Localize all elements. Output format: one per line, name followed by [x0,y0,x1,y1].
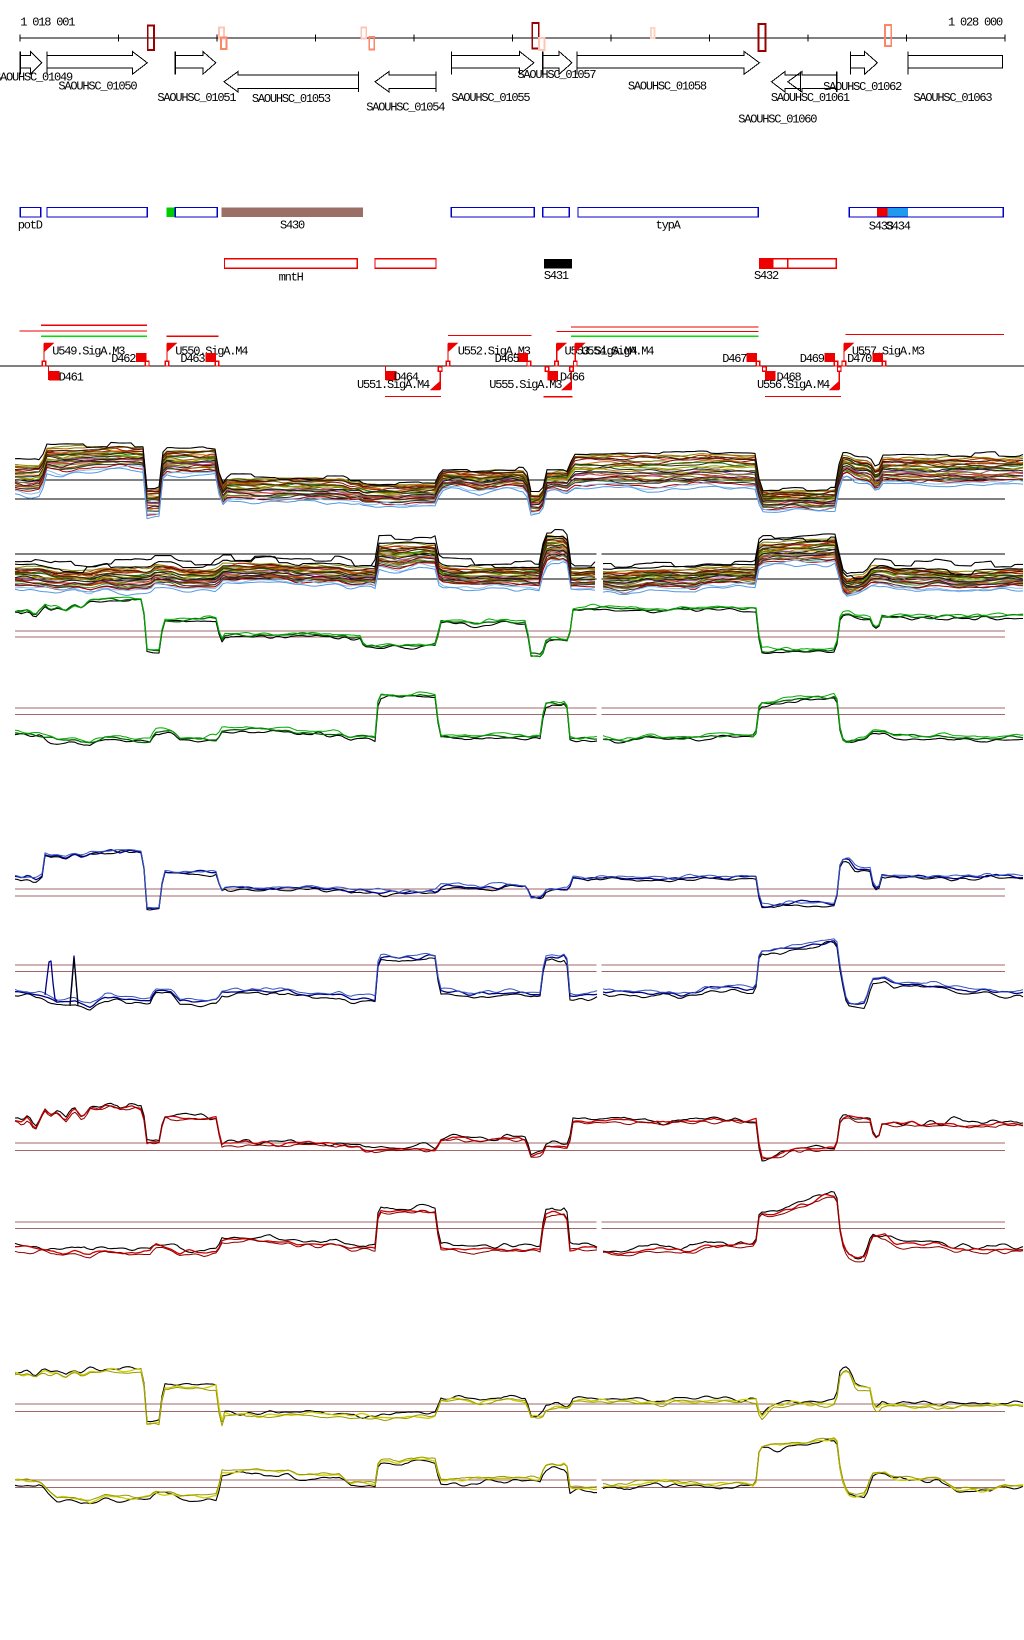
svg-text:potD: potD [18,219,43,233]
svg-text:mntH: mntH [279,271,304,285]
svg-text:typA: typA [656,219,682,233]
svg-text:U549.SigA.M3: U549.SigA.M3 [52,344,125,358]
svg-text:D465: D465 [495,352,520,366]
svg-text:D464: D464 [394,370,419,384]
svg-text:S434: S434 [886,220,911,234]
svg-text:SAOUHSC_01063: SAOUHSC_01063 [913,91,992,105]
svg-text:U556.SigA.M4: U556.SigA.M4 [757,378,830,392]
svg-text:SAOUHSC_01060: SAOUHSC_01060 [738,112,817,126]
svg-text:SAOUHSC_01062: SAOUHSC_01062 [823,80,902,94]
svg-text:U552.SigA.M3: U552.SigA.M3 [458,344,531,358]
svg-text:D470: D470 [847,352,872,366]
svg-text:S430: S430 [280,219,305,233]
svg-text:SAOUHSC_01058: SAOUHSC_01058 [628,80,707,94]
svg-text:S433: S433 [869,220,894,234]
svg-text:D466: D466 [560,370,585,384]
svg-text:U554.SigA.M4: U554.SigA.M4 [581,344,654,358]
svg-text:U553.SigA.M4: U553.SigA.M4 [565,344,638,358]
svg-text:D462: D462 [111,352,136,366]
svg-text:SAOUHSC_01049: SAOUHSC_01049 [0,71,73,85]
svg-text:U550.SigA.M4: U550.SigA.M4 [175,344,248,358]
svg-text:SAOUHSC_01055: SAOUHSC_01055 [451,91,530,105]
svg-text:D467: D467 [722,352,747,366]
svg-text:SAOUHSC_01054: SAOUHSC_01054 [366,101,445,115]
svg-text:S431: S431 [544,269,569,283]
svg-text:D461: D461 [59,370,84,384]
svg-text:S432: S432 [754,269,779,283]
svg-text:D463: D463 [180,352,205,366]
svg-text:SAOUHSC_01050: SAOUHSC_01050 [58,80,137,94]
svg-text:1 028 000: 1 028 000 [948,16,1003,30]
svg-text:D469: D469 [800,352,825,366]
svg-text:SAOUHSC_01057: SAOUHSC_01057 [517,68,596,82]
svg-text:1 018 001: 1 018 001 [20,16,75,30]
svg-text:U557.SigA.M3: U557.SigA.M3 [852,344,925,358]
svg-text:U551.SigA.M4: U551.SigA.M4 [357,378,430,392]
svg-text:SAOUHSC_01051: SAOUHSC_01051 [157,91,236,105]
svg-text:SAOUHSC_01053: SAOUHSC_01053 [252,92,331,106]
svg-text:SAOUHSC_01061: SAOUHSC_01061 [771,91,850,105]
svg-text:D468: D468 [777,370,802,384]
svg-text:U555.SigA.M3: U555.SigA.M3 [489,378,562,392]
